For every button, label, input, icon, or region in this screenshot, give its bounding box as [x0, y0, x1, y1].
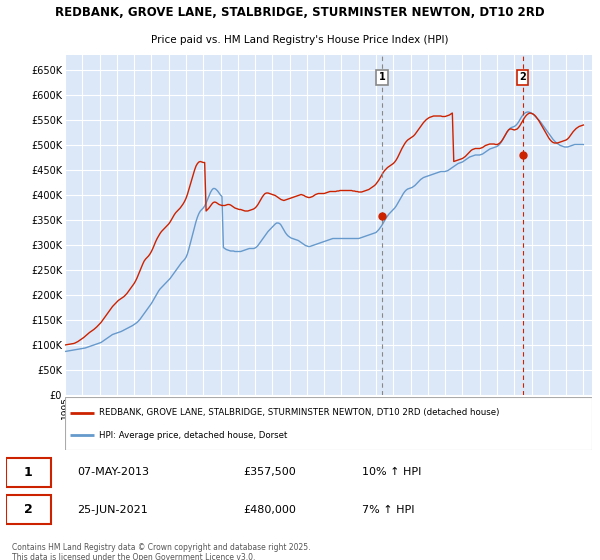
Text: 2: 2	[519, 72, 526, 82]
Text: 7% ↑ HPI: 7% ↑ HPI	[362, 505, 415, 515]
Text: £357,500: £357,500	[244, 467, 296, 477]
FancyBboxPatch shape	[6, 495, 50, 524]
Text: 2: 2	[23, 503, 32, 516]
Text: 07-MAY-2013: 07-MAY-2013	[77, 467, 149, 477]
Text: Contains HM Land Registry data © Crown copyright and database right 2025.
This d: Contains HM Land Registry data © Crown c…	[12, 543, 310, 560]
Text: HPI: Average price, detached house, Dorset: HPI: Average price, detached house, Dors…	[99, 431, 287, 440]
Text: £480,000: £480,000	[244, 505, 296, 515]
FancyBboxPatch shape	[6, 458, 50, 487]
Text: REDBANK, GROVE LANE, STALBRIDGE, STURMINSTER NEWTON, DT10 2RD (detached house): REDBANK, GROVE LANE, STALBRIDGE, STURMIN…	[99, 408, 500, 417]
Text: 10% ↑ HPI: 10% ↑ HPI	[362, 467, 422, 477]
Text: 1: 1	[379, 72, 385, 82]
Text: REDBANK, GROVE LANE, STALBRIDGE, STURMINSTER NEWTON, DT10 2RD: REDBANK, GROVE LANE, STALBRIDGE, STURMIN…	[55, 6, 545, 18]
Text: Price paid vs. HM Land Registry's House Price Index (HPI): Price paid vs. HM Land Registry's House …	[151, 35, 449, 45]
Text: 1: 1	[23, 466, 32, 479]
Text: 25-JUN-2021: 25-JUN-2021	[77, 505, 148, 515]
